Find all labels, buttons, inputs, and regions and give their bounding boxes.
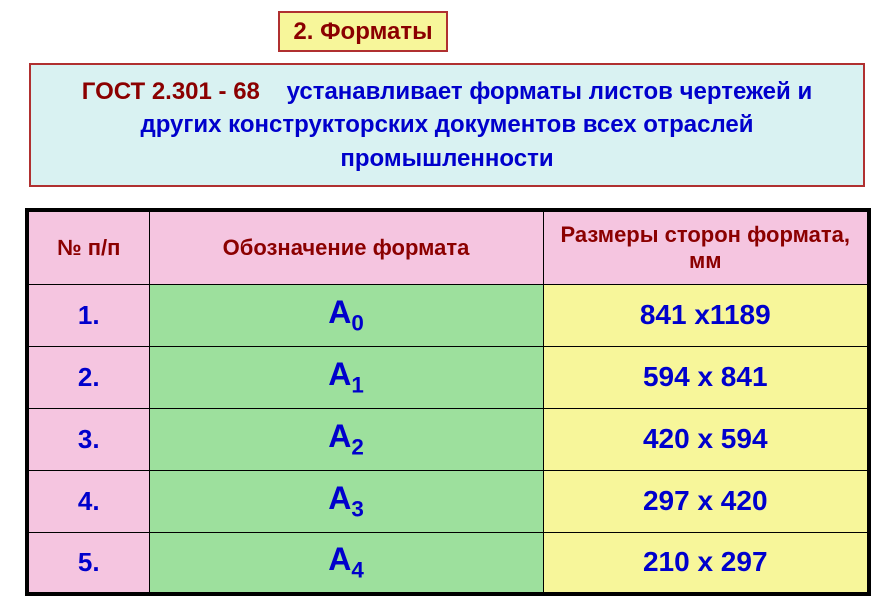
description-text: ГОСТ 2.301 - 68 устанавливает форматы ли… — [51, 75, 843, 176]
cell-size: 210 х 297 — [543, 532, 869, 594]
cell-format: А1 — [149, 346, 543, 408]
cell-format: А2 — [149, 408, 543, 470]
header-size: Размеры сторон формата, мм — [543, 210, 869, 284]
table-row: 2. А1 594 х 841 — [27, 346, 869, 408]
cell-format: А3 — [149, 470, 543, 532]
table-row: 4. А3 297 х 420 — [27, 470, 869, 532]
cell-num: 4. — [27, 470, 149, 532]
cell-num: 3. — [27, 408, 149, 470]
cell-size: 420 х 594 — [543, 408, 869, 470]
gost-label: ГОСТ 2.301 - 68 — [82, 78, 260, 105]
cell-size: 594 х 841 — [543, 346, 869, 408]
title-text: 2. Форматы — [293, 18, 432, 46]
table-row: 3. А2 420 х 594 — [27, 408, 869, 470]
header-format: Обозначение формата — [149, 210, 543, 284]
cell-num: 2. — [27, 346, 149, 408]
cell-size: 297 х 420 — [543, 470, 869, 532]
title-box: 2. Форматы — [278, 11, 448, 52]
cell-num: 1. — [27, 284, 149, 346]
table-row: 1. А0 841 х1189 — [27, 284, 869, 346]
header-num: № п/п — [27, 210, 149, 284]
format-table: № п/п Обозначение формата Размеры сторон… — [25, 208, 871, 596]
table-header-row: № п/п Обозначение формата Размеры сторон… — [27, 210, 869, 284]
description-box: ГОСТ 2.301 - 68 устанавливает форматы ли… — [29, 63, 865, 187]
table-row: 5. А4 210 х 297 — [27, 532, 869, 594]
cell-size: 841 х1189 — [543, 284, 869, 346]
cell-num: 5. — [27, 532, 149, 594]
cell-format: А0 — [149, 284, 543, 346]
cell-format: А4 — [149, 532, 543, 594]
